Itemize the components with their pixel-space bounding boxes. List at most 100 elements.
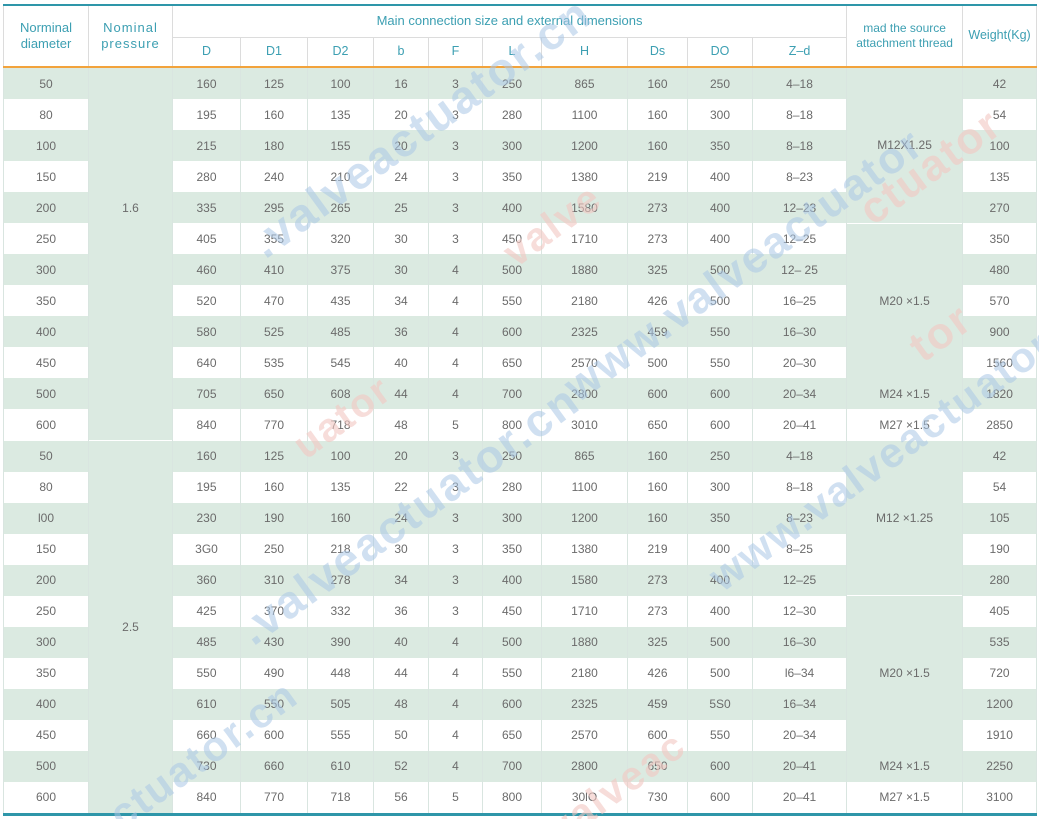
cell-do: 500 bbox=[687, 657, 753, 689]
cell-d2: 448 bbox=[307, 657, 374, 689]
cell-f: 3 bbox=[428, 192, 483, 223]
cell-d: 840 bbox=[172, 781, 241, 814]
cell-h: 1880 bbox=[541, 254, 628, 285]
cell-d2: 545 bbox=[307, 347, 374, 378]
cell-h: 1380 bbox=[541, 533, 628, 565]
cell-f: 4 bbox=[428, 657, 483, 689]
cell-do: 600 bbox=[687, 750, 753, 782]
cell-zd: 12–30 bbox=[751, 595, 848, 627]
cell-l: 280 bbox=[482, 99, 542, 130]
cell-d2: 320 bbox=[307, 223, 374, 254]
cell-weight: 2250 bbox=[962, 750, 1038, 782]
cell-b: 40 bbox=[373, 347, 429, 378]
header-attachment-thread: mad the source attachment thread bbox=[846, 4, 964, 68]
header-col-F: F bbox=[428, 36, 483, 68]
cell-d2: 608 bbox=[307, 378, 374, 409]
cell-d1: 295 bbox=[240, 192, 308, 223]
cell-d2: 155 bbox=[307, 130, 374, 161]
cell-zd: 20–30 bbox=[751, 347, 848, 378]
cell-l: 500 bbox=[482, 626, 542, 658]
cell-zd: 8–18 bbox=[751, 471, 848, 503]
cell-d: 195 bbox=[172, 99, 241, 130]
cell-b: 52 bbox=[373, 750, 429, 782]
cell-d2: 375 bbox=[307, 254, 374, 285]
cell-nominal-diameter: 350 bbox=[3, 657, 89, 689]
header-col-H: H bbox=[541, 36, 628, 68]
cell-d1: 410 bbox=[240, 254, 308, 285]
cell-h: 3010 bbox=[541, 409, 628, 441]
cell-zd: 8–23 bbox=[751, 502, 848, 534]
cell-ds: 426 bbox=[627, 285, 688, 316]
cell-zd: 16–34 bbox=[751, 688, 848, 720]
table-row: 350 520 470 435 34 4 550 2180 426 500 16–25 570 bbox=[3, 285, 1038, 316]
cell-b: 48 bbox=[373, 409, 429, 441]
cell-d1: 550 bbox=[240, 688, 308, 720]
cell-weight: 350 bbox=[962, 223, 1038, 254]
cell-d1: 370 bbox=[240, 595, 308, 627]
cell-b: 44 bbox=[373, 657, 429, 689]
cell-b: 34 bbox=[373, 564, 429, 596]
cell-zd: 16–30 bbox=[751, 316, 848, 347]
cell-d: 230 bbox=[172, 502, 241, 534]
cell-d1: 250 bbox=[240, 533, 308, 565]
cell-d2: 505 bbox=[307, 688, 374, 720]
header-col-b: b bbox=[373, 36, 429, 68]
cell-h: 1100 bbox=[541, 471, 628, 503]
header-col-D2: D2 bbox=[307, 36, 374, 68]
cell-d: 405 bbox=[172, 223, 241, 254]
cell-d: 280 bbox=[172, 161, 241, 192]
cell-l: 250 bbox=[482, 440, 542, 472]
cell-weight: 42 bbox=[962, 67, 1038, 99]
cell-zd: 12– 25 bbox=[751, 254, 848, 285]
cell-f: 3 bbox=[428, 471, 483, 503]
cell-h: 30lO bbox=[541, 781, 628, 814]
cell-b: 20 bbox=[373, 99, 429, 130]
cell-zd: 12–23 bbox=[751, 192, 848, 223]
cell-weight: 1910 bbox=[962, 719, 1038, 751]
cell-ds: 500 bbox=[627, 347, 688, 378]
cell-d2: 135 bbox=[307, 99, 374, 130]
cell-ds: 273 bbox=[627, 192, 688, 223]
table-row: 450 660 600 555 50 4 650 2570 600 550 20–34 1910 bbox=[3, 719, 1038, 751]
cell-d: 610 bbox=[172, 688, 241, 720]
header-weight: Weight(Kg) bbox=[962, 4, 1038, 68]
cell-d1: 160 bbox=[240, 471, 308, 503]
cell-zd: 8–23 bbox=[751, 161, 848, 192]
table-row: 50 1.6 160 125 100 16 3 250 865 160 250 4–18 M12X1.2… bbox=[3, 66, 1038, 441]
cell-do: 600 bbox=[687, 781, 753, 814]
cell-do: 600 bbox=[687, 409, 753, 441]
cell-f: 4 bbox=[428, 688, 483, 720]
table-row: 500 730 660 610 52 4 700 2800 650 600 20–41 M24 ×1.… bbox=[3, 750, 1038, 782]
cell-l: 400 bbox=[482, 192, 542, 223]
cell-d2: 485 bbox=[307, 316, 374, 347]
cell-d: 660 bbox=[172, 719, 241, 751]
cell-ds: 650 bbox=[627, 409, 688, 441]
table-row: 150 280 240 210 24 3 350 1380 219 400 8–23 135 bbox=[3, 161, 1038, 192]
cell-weight: 900 bbox=[962, 316, 1038, 347]
cell-l: 300 bbox=[482, 502, 542, 534]
cell-zd: 4–18 bbox=[751, 440, 848, 472]
cell-d: 160 bbox=[172, 67, 241, 99]
cell-d1: 535 bbox=[240, 347, 308, 378]
cell-d2: 160 bbox=[307, 502, 374, 534]
header-col-D: D bbox=[172, 36, 241, 68]
cell-l: 600 bbox=[482, 688, 542, 720]
cell-ds: 160 bbox=[627, 471, 688, 503]
cell-b: 16 bbox=[373, 67, 429, 99]
cell-b: 36 bbox=[373, 316, 429, 347]
cell-h: 1200 bbox=[541, 130, 628, 161]
cell-d: 730 bbox=[172, 750, 241, 782]
cell-d2: 100 bbox=[307, 440, 374, 472]
cell-h: 865 bbox=[541, 440, 628, 472]
cell-do: 300 bbox=[687, 471, 753, 503]
valve-dimension-table: Norminal diameter Nominal pressure Main … bbox=[3, 4, 1038, 816]
cell-nominal-diameter: 500 bbox=[3, 378, 89, 409]
cell-l: 350 bbox=[482, 533, 542, 565]
cell-d: 335 bbox=[172, 192, 241, 223]
cell-d: 215 bbox=[172, 130, 241, 161]
cell-thread: M24 ×1.5 bbox=[846, 378, 964, 409]
cell-b: 30 bbox=[373, 254, 429, 285]
cell-ds: 650 bbox=[627, 750, 688, 782]
cell-d: 3G0 bbox=[172, 533, 241, 565]
cell-thread: M24 ×1.5 bbox=[846, 750, 964, 782]
